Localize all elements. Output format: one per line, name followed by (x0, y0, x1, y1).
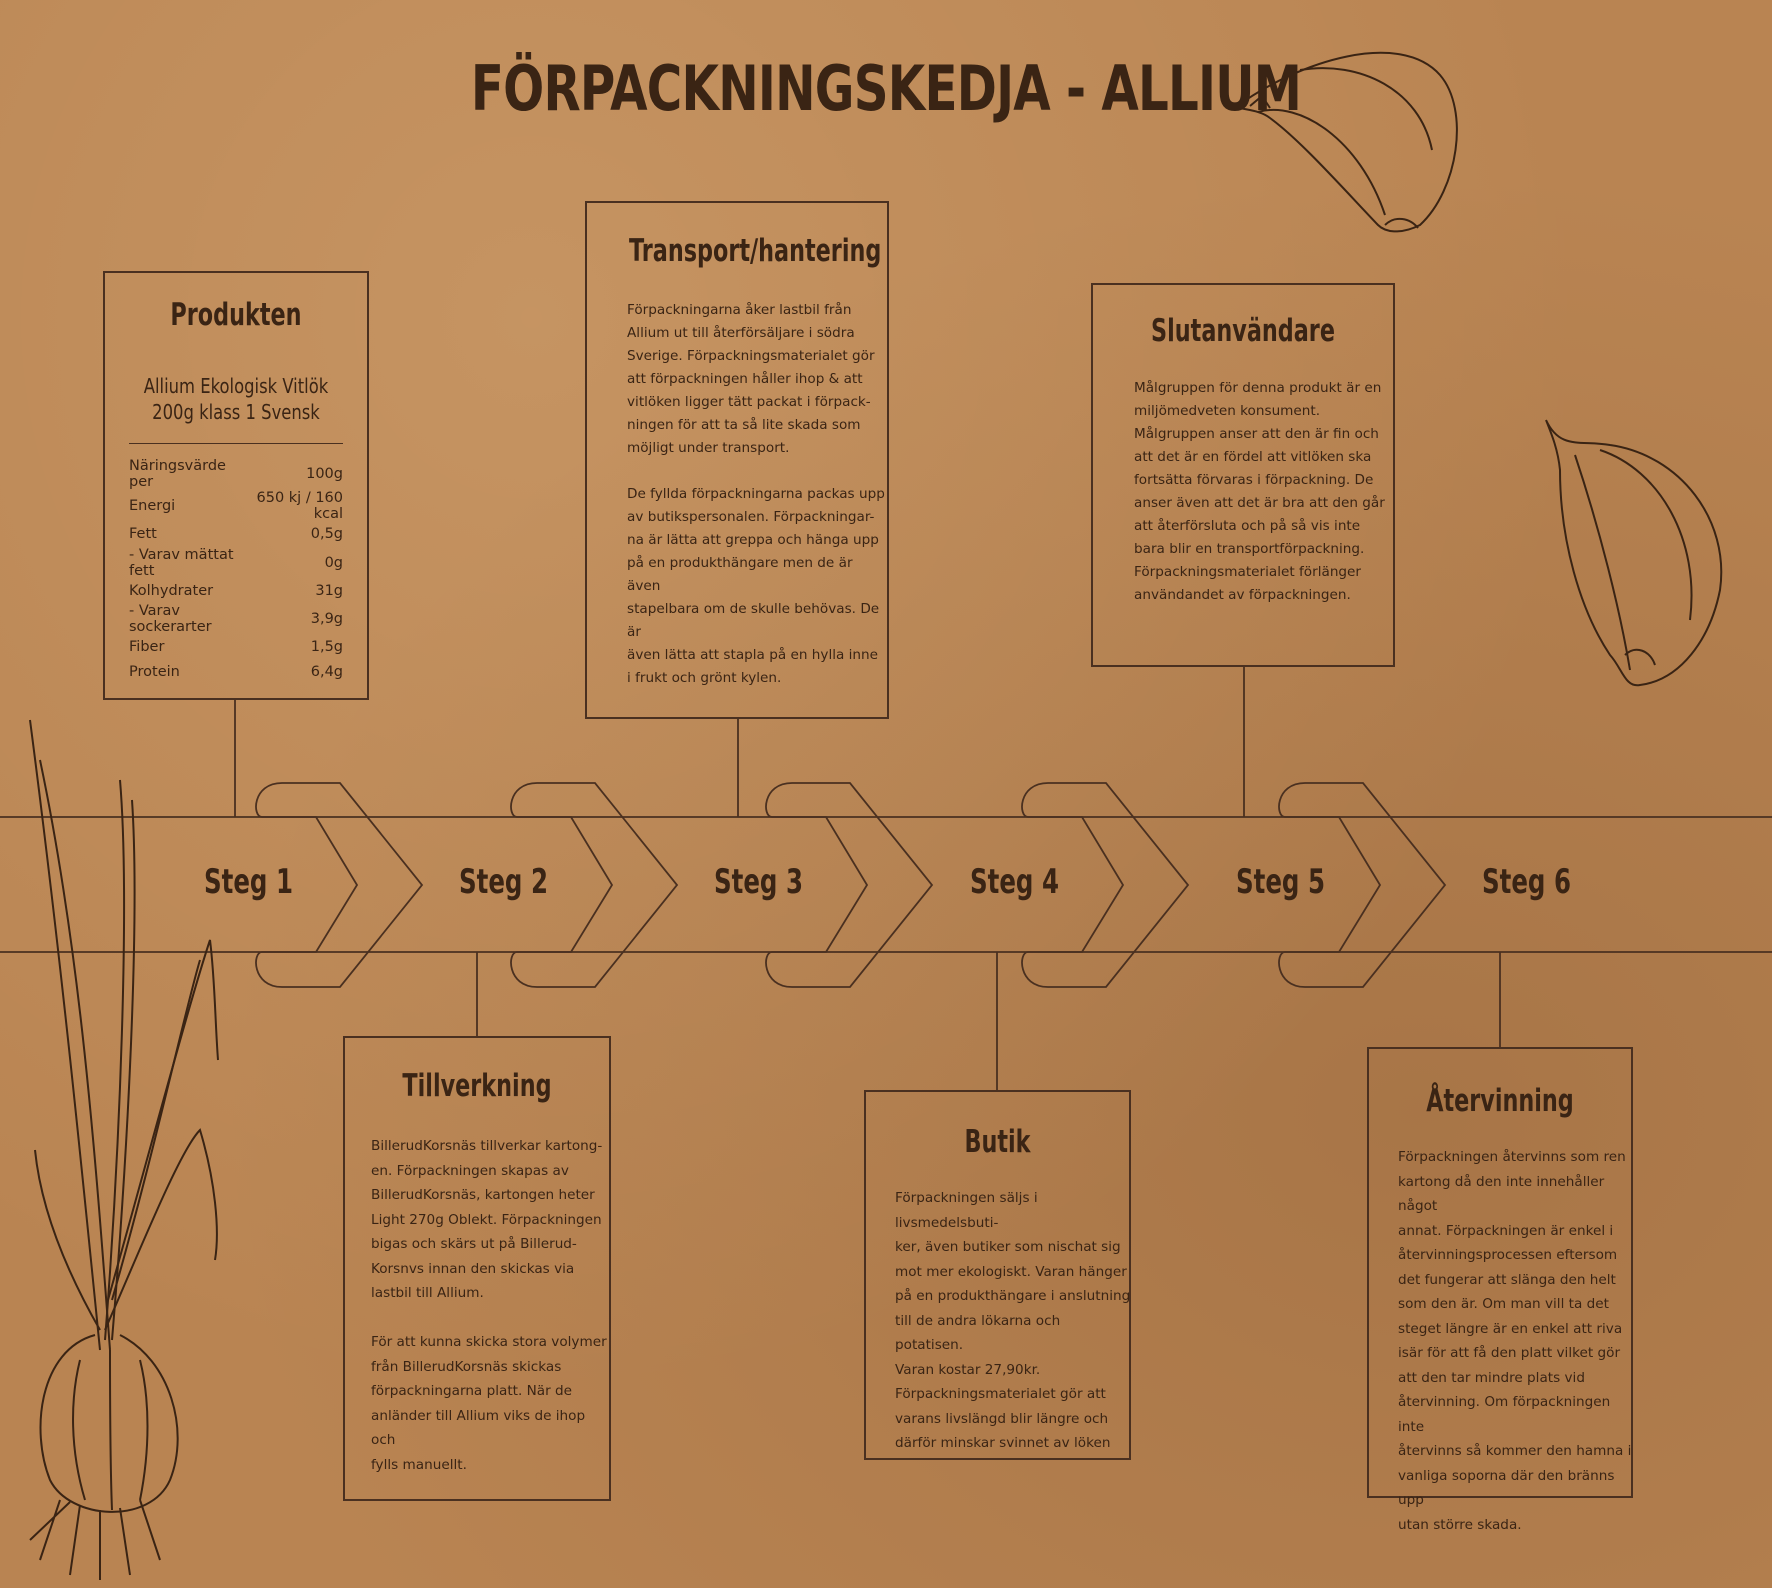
nutrition-row: Kolhydrater 31g (129, 579, 343, 604)
tillverkning-text: BillerudKorsnäs tillverkar kartong- en. … (371, 1138, 607, 1473)
slutanvandare-box: Slutanvändare Målgruppen för denna produ… (1091, 283, 1395, 667)
nutrition-header-label: Näringsvärde per (129, 458, 226, 490)
product-name-line1: Allium Ekologisk Vitlök (143, 374, 329, 398)
nutrition-label: - Varav sockerarter (129, 603, 212, 635)
garlic-plant-icon (29, 719, 219, 1580)
nutrition-label: Protein (129, 663, 180, 680)
transport-box: Transport/hantering Förpackningarna åker… (585, 201, 889, 719)
nutrition-value: 3,9g (310, 611, 343, 627)
butik-text: Förpackningen säljs i livsmedelsbuti- ke… (895, 1190, 1131, 1451)
step-label-3: Steg 3 (714, 862, 804, 902)
chevron-arrow (255, 782, 424, 988)
step-label-4: Steg 4 (970, 862, 1060, 902)
divider (129, 443, 343, 444)
chevron-arrow (1278, 782, 1447, 988)
nutrition-value: 0g (324, 554, 343, 571)
nutrition-value: 31g (315, 582, 343, 599)
chevron-arrow (765, 782, 934, 988)
slutanvandare-heading: Slutanvändare (1151, 313, 1335, 349)
step-label-5: Steg 5 (1236, 862, 1326, 902)
chevron-arrow (1021, 782, 1190, 988)
nutrition-value: 6,4g (310, 663, 343, 680)
nutrition-header-value: 100g (306, 466, 343, 482)
nutrition-label: Fiber (129, 639, 165, 656)
produkten-heading: Produkten (170, 297, 302, 333)
nutrition-row: Fiber 1,5g (129, 635, 343, 660)
atervinning-box: Återvinning Förpackningen återvinns som … (1367, 1047, 1633, 1533)
energy-value: 650 kj / 160 kcal (256, 490, 344, 522)
page-title: FÖRPACKNINGSKEDJA - ALLIUM (470, 52, 1302, 125)
butik-heading: Butik (964, 1124, 1031, 1160)
nutrition-row: Protein 6,4g (129, 660, 343, 685)
nutrition-value: 0,5g (310, 526, 343, 543)
nutrition-header-row: Näringsvärde per 100g (129, 458, 343, 490)
nutrition-row: - Varav mättat fett 0g (129, 547, 343, 579)
nutrition-energy-row: Energi 650 kj / 160 kcal (129, 490, 343, 522)
transport-text: Förpackningarna åker lastbil från Allium… (627, 302, 885, 686)
nutrition-table: Näringsvärde per 100g Energi 650 kj / 16… (129, 458, 343, 684)
nutrition-value: 1,5g (310, 639, 343, 656)
nutrition-label: Kolhydrater (129, 582, 214, 599)
slutanvandare-text: Målgruppen för denna produkt är en miljö… (1134, 380, 1385, 603)
atervinning-text: Förpackningen återvinns som ren kartong … (1398, 1149, 1632, 1533)
nutrition-label: Fett (129, 526, 157, 543)
tillverkning-box: Tillverkning BillerudKorsnäs tillverkar … (343, 1036, 611, 1501)
atervinning-heading: Återvinning (1426, 1083, 1574, 1119)
step-label-6: Steg 6 (1482, 862, 1572, 902)
chevron-arrow (510, 782, 679, 988)
nutrition-row: - Varav sockerarter 3,9g (129, 603, 343, 635)
nutrition-label: - Varav mättat fett (129, 546, 234, 579)
produkten-box: Produkten Allium Ekologisk Vitlök 200g k… (103, 271, 369, 700)
nutrition-row: Fett 0,5g (129, 522, 343, 547)
product-name: Allium Ekologisk Vitlök 200g klass 1 Sve… (129, 373, 344, 425)
tillverkning-heading: Tillverkning (402, 1068, 552, 1104)
garlic-clove-icon-right (1545, 419, 1723, 687)
garlic-clove-icon-top (1233, 51, 1458, 233)
energy-label: Energi (129, 498, 176, 514)
step-label-1: Steg 1 (204, 862, 294, 902)
product-name-line2: 200g klass 1 Svensk (152, 400, 320, 424)
butik-box: Butik Förpackningen säljs i livsmedelsbu… (864, 1090, 1131, 1460)
step-label-2: Steg 2 (459, 862, 549, 902)
transport-heading: Transport/hantering (629, 233, 882, 269)
